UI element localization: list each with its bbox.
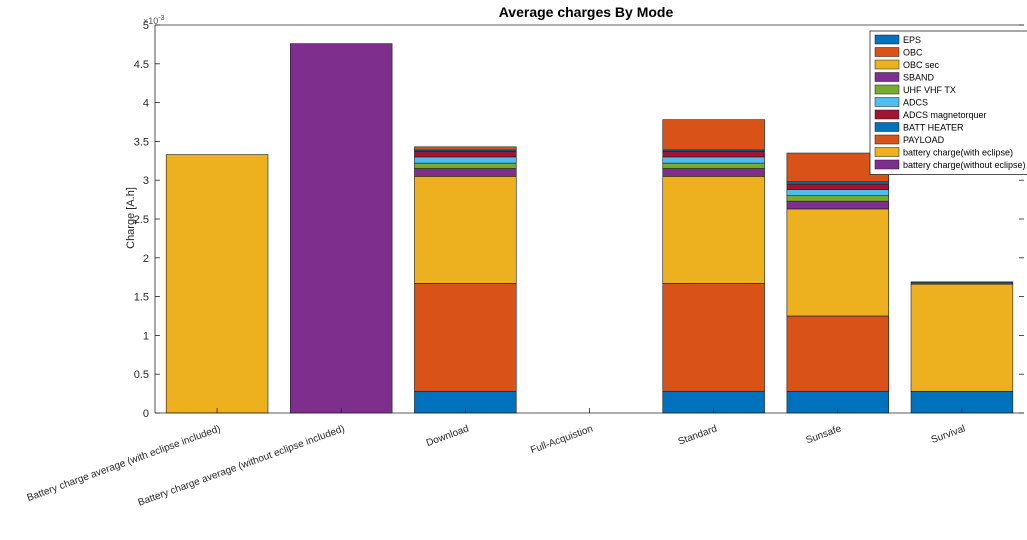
bar-segment xyxy=(786,183,889,190)
y-tick-label: 4 xyxy=(143,98,149,110)
bar-segment xyxy=(414,283,517,392)
bar-segment xyxy=(414,162,517,169)
bar-segment xyxy=(414,176,517,284)
y-tick-label: 3.5 xyxy=(134,136,149,148)
y-axis-exponent-base: ×10 xyxy=(143,16,158,26)
bar-segment xyxy=(165,154,269,414)
legend: EPS OBC OBC sec SBAND UHF VHF TX ADCS ADCS mag… xyxy=(869,30,1027,175)
y-tick-label: 3 xyxy=(143,175,149,187)
legend-swatch xyxy=(874,84,900,95)
legend-swatch xyxy=(874,72,900,82)
bar-segment xyxy=(662,162,765,169)
legend-swatch xyxy=(874,59,900,70)
y-axis-exponent: ×10-3 xyxy=(143,15,165,26)
chart-title: Average charges By Mode xyxy=(499,4,674,20)
legend-label: SBAND xyxy=(903,73,935,83)
y-tick-label: 0.5 xyxy=(134,369,149,381)
bar-segment xyxy=(910,281,1014,283)
bar-segment xyxy=(786,208,889,317)
bar-segment xyxy=(910,283,1014,392)
legend-label: ADCS xyxy=(903,98,928,108)
bar-segment xyxy=(662,151,765,158)
legend-swatch xyxy=(874,134,900,145)
bar-segment xyxy=(786,181,889,185)
y-axis-label: Charge [A.h] xyxy=(125,187,137,249)
legend-swatch xyxy=(874,47,900,57)
bar-segment xyxy=(414,168,517,177)
y-tick-label: 2 xyxy=(143,253,149,265)
bar-segment xyxy=(786,315,889,392)
bar-segment xyxy=(290,43,393,414)
legend-label: OBC sec xyxy=(903,60,940,70)
bar-segment xyxy=(414,146,517,151)
legend-swatch xyxy=(874,34,900,45)
legend-swatch xyxy=(874,122,900,132)
bar-segment xyxy=(414,151,517,158)
legend-swatch xyxy=(874,147,900,157)
bar-segment xyxy=(662,283,765,392)
bar-segment xyxy=(414,156,517,164)
y-tick-label: 1 xyxy=(143,330,149,342)
legend-label: EPS xyxy=(903,35,921,45)
legend-label: OBC xyxy=(903,48,923,58)
legend-label: battery charge(without eclipse) xyxy=(903,160,1026,170)
legend-swatch xyxy=(874,159,900,170)
bar-segment xyxy=(786,189,889,197)
bar-segment xyxy=(786,195,889,202)
legend-swatch xyxy=(874,109,900,120)
bar-segment xyxy=(662,156,765,164)
y-axis-exponent-power: -3 xyxy=(158,15,164,22)
legend-label: ADCS magnetorquer xyxy=(903,110,987,120)
legend-label: BATT HEATER xyxy=(903,123,964,133)
bar-segment xyxy=(786,200,889,210)
legend-label: PAYLOAD xyxy=(903,135,945,145)
legend-swatch xyxy=(874,97,900,107)
y-tick-label: 5 xyxy=(143,20,149,32)
bar-segment xyxy=(662,176,765,284)
bar-segment xyxy=(662,168,765,177)
y-tick-label: 2.5 xyxy=(134,214,149,226)
legend-label: UHF VHF TX xyxy=(903,85,956,95)
bar-segment xyxy=(662,119,765,151)
legend-label: battery charge(with eclipse) xyxy=(903,148,1013,158)
y-tick-label: 4.5 xyxy=(134,59,149,71)
y-tick-label: 0 xyxy=(143,408,149,420)
y-tick-label: 1.5 xyxy=(134,292,149,304)
